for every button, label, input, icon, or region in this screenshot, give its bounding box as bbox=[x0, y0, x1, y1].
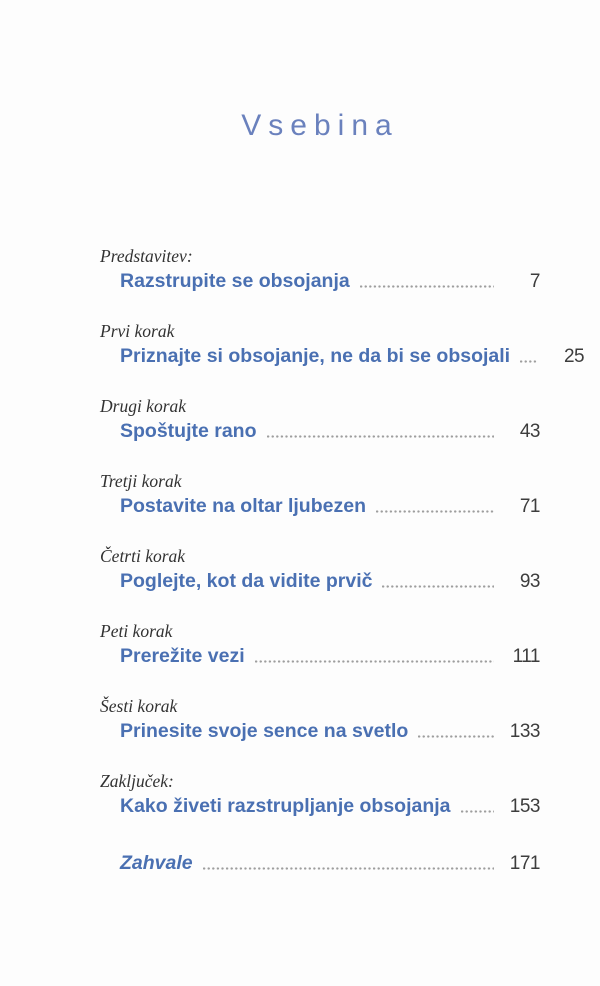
toc-entry-title: Razstrupite se obsojanja bbox=[120, 270, 350, 292]
toc-page-number: 7 bbox=[529, 271, 541, 292]
toc-entry: Predstavitev: Razstrupite se obsojanja 7 bbox=[100, 244, 541, 295]
toc-entry-label: Peti korak bbox=[100, 621, 173, 641]
toc-page-number: 93 bbox=[519, 571, 541, 592]
toc-entry-link[interactable]: Poglejte, kot da vidite prvič 93 bbox=[100, 568, 541, 595]
toc-page-number: 25 bbox=[563, 346, 585, 367]
toc-entry-link[interactable]: Priznajte si obsojanje, ne da bi se obso… bbox=[100, 343, 585, 370]
toc-entry: Peti korak Prerežite vezi 111 bbox=[100, 619, 541, 670]
toc-entry-title: Priznajte si obsojanje, ne da bi se obso… bbox=[120, 345, 511, 367]
dotted-leader bbox=[460, 810, 494, 813]
dotted-leader bbox=[359, 285, 494, 288]
toc-page-number: 111 bbox=[512, 646, 541, 667]
toc-page-number: 133 bbox=[509, 721, 541, 742]
toc-entry-link[interactable]: Razstrupite se obsojanja 7 bbox=[100, 268, 541, 295]
toc-entry-label: Drugi korak bbox=[100, 396, 187, 416]
toc-entry-link[interactable]: Postavite na oltar ljubezen 71 bbox=[100, 493, 541, 520]
toc-page-number: 43 bbox=[519, 421, 541, 442]
toc-entry-label: Šesti korak bbox=[100, 696, 178, 716]
toc-entry-title: Poglejte, kot da vidite prvič bbox=[120, 570, 373, 592]
toc-entry-link[interactable]: Kako živeti razstrupljanje obsojanja 153 bbox=[100, 793, 541, 820]
toc-entry: Drugi korak Spoštujte rano 43 bbox=[100, 394, 541, 445]
toc-page-number: 171 bbox=[509, 853, 541, 874]
toc-entry-title: Spoštujte rano bbox=[120, 420, 257, 442]
table-of-contents: Predstavitev: Razstrupite se obsojanja 7… bbox=[100, 244, 585, 877]
dotted-leader bbox=[382, 585, 494, 588]
toc-entry-link[interactable]: Zahvale 171 bbox=[100, 850, 541, 877]
toc-entry-title: Prinesite svoje sence na svetlo bbox=[120, 720, 409, 742]
toc-page-number: 71 bbox=[519, 496, 541, 517]
toc-entry-title: Zahvale bbox=[120, 852, 193, 874]
toc-entry: Četrti korak Poglejte, kot da vidite prv… bbox=[100, 544, 541, 595]
toc-entry: Tretji korak Postavite na oltar ljubezen… bbox=[100, 469, 541, 520]
toc-entry-label: Četrti korak bbox=[100, 546, 186, 566]
dotted-leader bbox=[266, 435, 494, 438]
toc-entry-title: Prerežite vezi bbox=[120, 645, 245, 667]
dotted-leader bbox=[418, 735, 494, 738]
toc-entry: Prvi korak Priznajte si obsojanje, ne da… bbox=[100, 319, 585, 370]
dotted-leader bbox=[375, 510, 494, 513]
toc-entry-link[interactable]: Prinesite svoje sence na svetlo 133 bbox=[100, 718, 541, 745]
toc-entry-title: Postavite na oltar ljubezen bbox=[120, 495, 366, 517]
page-title: Vsebina bbox=[241, 109, 399, 142]
toc-entry-label: Predstavitev: bbox=[100, 246, 193, 266]
dotted-leader bbox=[202, 867, 494, 870]
toc-page-number: 153 bbox=[509, 796, 541, 817]
toc-entry: Šesti korak Prinesite svoje sence na sve… bbox=[100, 694, 541, 745]
toc-entry-label: Prvi korak bbox=[100, 321, 175, 341]
toc-entry-label: Zaključek: bbox=[100, 771, 174, 791]
toc-entry-title: Kako živeti razstrupljanje obsojanja bbox=[120, 795, 451, 817]
dotted-leader bbox=[520, 360, 539, 363]
toc-entry-link[interactable]: Spoštujte rano 43 bbox=[100, 418, 541, 445]
toc-entry: Zahvale 171 bbox=[100, 850, 541, 877]
page-content: Vsebina Predstavitev: Razstrupite se obs… bbox=[100, 0, 585, 877]
toc-entry-link[interactable]: Prerežite vezi 111 bbox=[100, 643, 541, 670]
dotted-leader bbox=[254, 660, 494, 663]
toc-entry: Zaključek: Kako živeti razstrupljanje ob… bbox=[100, 769, 541, 820]
toc-entry-label: Tretji korak bbox=[100, 471, 182, 491]
